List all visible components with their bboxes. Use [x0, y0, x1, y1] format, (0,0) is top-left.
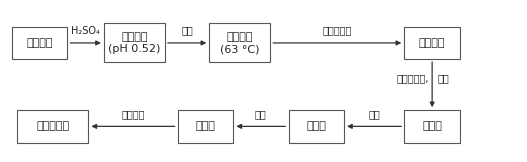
Text: H₂SO₄: H₂SO₄ — [71, 26, 100, 36]
FancyBboxPatch shape — [405, 110, 460, 143]
Text: 上清液: 上清液 — [422, 121, 442, 131]
Text: 果胶溶液
(63 °C): 果胶溶液 (63 °C) — [220, 32, 259, 54]
Text: 离心: 离心 — [437, 74, 449, 84]
FancyBboxPatch shape — [289, 110, 344, 143]
FancyBboxPatch shape — [104, 23, 164, 62]
FancyBboxPatch shape — [178, 110, 233, 143]
FancyBboxPatch shape — [17, 110, 89, 143]
Text: 超滤: 超滤 — [368, 109, 380, 119]
Text: 浓缩液: 浓缩液 — [196, 121, 216, 131]
Text: 微射流处理: 微射流处理 — [323, 26, 352, 36]
Text: 果胶溶液
(pH 0.52): 果胶溶液 (pH 0.52) — [108, 32, 161, 54]
FancyBboxPatch shape — [210, 23, 270, 62]
Text: 渗透液: 渗透液 — [306, 121, 326, 131]
Text: 浓缩: 浓缩 — [255, 109, 267, 119]
Text: 水浴: 水浴 — [181, 26, 193, 36]
Text: 果胶低聚糖: 果胶低聚糖 — [36, 121, 69, 131]
Text: 果胶溶液: 果胶溶液 — [26, 38, 53, 48]
FancyBboxPatch shape — [12, 27, 67, 59]
FancyBboxPatch shape — [405, 27, 460, 59]
Text: 混合溶液: 混合溶液 — [419, 38, 445, 48]
Text: 碳酸钙中和,: 碳酸钙中和, — [397, 74, 430, 84]
Text: 冷冻干燥: 冷冻干燥 — [121, 109, 145, 119]
